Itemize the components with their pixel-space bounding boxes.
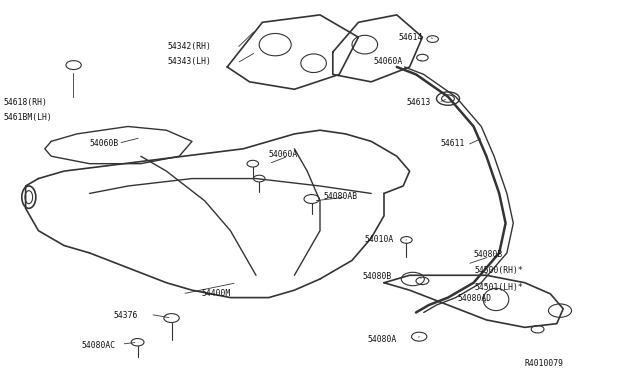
Text: 54618(RH): 54618(RH): [3, 98, 47, 107]
Text: 54060A: 54060A: [269, 150, 298, 159]
Text: 54010A: 54010A: [365, 235, 394, 244]
Text: 54614: 54614: [398, 33, 422, 42]
Text: 54080B: 54080B: [474, 250, 503, 259]
Text: 5461BM(LH): 5461BM(LH): [3, 113, 52, 122]
Text: 54080AB: 54080AB: [323, 192, 357, 201]
Text: 54611: 54611: [440, 139, 465, 148]
Text: 54613: 54613: [406, 98, 431, 107]
Text: 54060B: 54060B: [90, 139, 119, 148]
Text: 54400M: 54400M: [202, 289, 231, 298]
Text: 54343(LH): 54343(LH): [168, 57, 212, 66]
Text: 54080A: 54080A: [368, 335, 397, 344]
Text: 54342(RH): 54342(RH): [168, 42, 212, 51]
Text: 54080AC: 54080AC: [82, 341, 116, 350]
Text: 54060A: 54060A: [374, 57, 403, 66]
Text: R4010079: R4010079: [525, 359, 564, 368]
Text: 54501(LH)*: 54501(LH)*: [475, 283, 524, 292]
Text: 54080B: 54080B: [363, 272, 392, 280]
Text: 54500(RH)*: 54500(RH)*: [475, 266, 524, 275]
Text: 54080AD: 54080AD: [458, 294, 492, 303]
Text: 54376: 54376: [114, 311, 138, 320]
